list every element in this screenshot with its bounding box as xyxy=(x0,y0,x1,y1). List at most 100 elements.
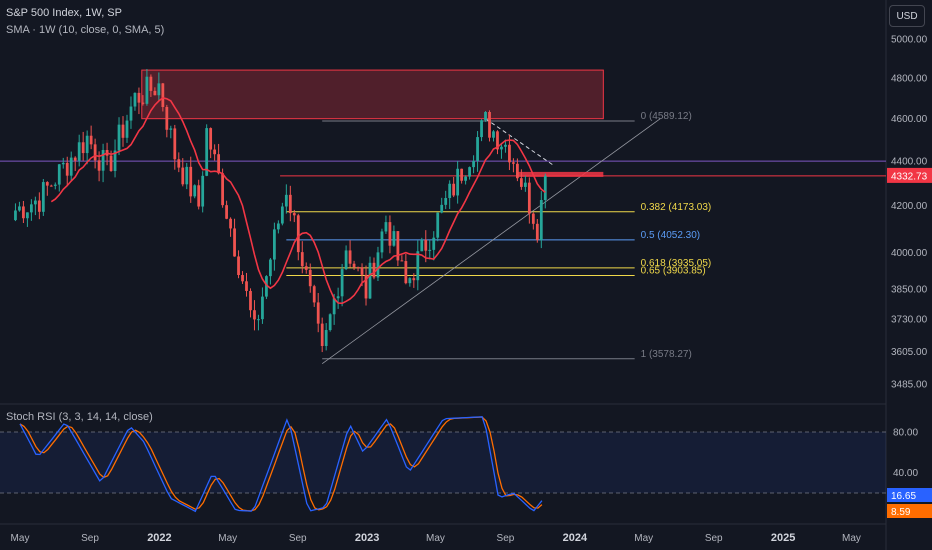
candle xyxy=(288,194,292,214)
candle xyxy=(508,144,511,163)
candle xyxy=(101,150,105,171)
candle xyxy=(280,206,284,224)
current-price-label: 4332.73 xyxy=(891,171,928,182)
candle xyxy=(416,251,420,281)
price-tick-label: 3730.00 xyxy=(891,315,928,326)
candle xyxy=(420,239,424,252)
candle xyxy=(543,175,547,200)
chart-title: S&P 500 Index, 1W, SP xyxy=(6,7,122,19)
candle xyxy=(388,222,392,246)
candle xyxy=(209,128,213,150)
candle xyxy=(400,260,404,262)
price-tick-label: 3605.00 xyxy=(891,347,928,358)
candle xyxy=(117,124,121,151)
price-tick-label: 5000.00 xyxy=(891,35,928,46)
currency-button[interactable]: USD xyxy=(889,5,925,27)
stoch-band xyxy=(0,432,886,493)
stoch-tick-label: 80.00 xyxy=(893,428,918,439)
candle xyxy=(296,215,300,253)
candle xyxy=(129,106,133,121)
candle xyxy=(221,173,224,206)
candle xyxy=(73,157,77,161)
time-axis-label: Sep xyxy=(497,533,515,544)
candle xyxy=(368,262,372,299)
candle xyxy=(404,261,408,284)
candle xyxy=(304,266,308,270)
time-axis-label: 2025 xyxy=(771,532,795,544)
candle xyxy=(153,90,157,96)
candle xyxy=(133,92,137,107)
candle xyxy=(253,310,256,320)
time-axis-label: May xyxy=(634,533,653,544)
candle xyxy=(109,155,113,171)
candle xyxy=(412,278,416,281)
time-axis-label: May xyxy=(11,533,30,544)
current-price-badge xyxy=(887,167,932,183)
candle xyxy=(185,166,189,185)
candle xyxy=(504,144,507,147)
candle xyxy=(324,330,328,347)
candle xyxy=(77,142,81,161)
candle xyxy=(141,102,145,104)
candle xyxy=(261,296,264,320)
candle xyxy=(348,250,352,264)
price-tick-label: 4600.00 xyxy=(891,114,928,125)
price-tick-label: 4800.00 xyxy=(891,74,928,85)
candle xyxy=(352,263,356,268)
candle xyxy=(456,168,460,196)
fib-label: 0.618 (3935.05) xyxy=(641,258,712,269)
candle xyxy=(177,159,181,168)
candle xyxy=(65,162,69,176)
candle xyxy=(249,290,252,311)
candle xyxy=(519,178,523,187)
stoch-d-value: 8.59 xyxy=(891,507,911,518)
time-axis-label: May xyxy=(426,533,445,544)
fib-label: 0.5 (4052.30) xyxy=(641,230,701,241)
fib-label: 0.65 (3903.85) xyxy=(641,266,706,277)
candle xyxy=(225,205,228,219)
candle xyxy=(53,184,57,186)
price-tick-label: 4200.00 xyxy=(891,201,928,212)
candle xyxy=(308,269,312,287)
candle xyxy=(292,213,296,216)
candle xyxy=(539,199,543,241)
candle xyxy=(531,213,535,224)
candle xyxy=(157,83,161,96)
candle xyxy=(173,128,177,160)
candle xyxy=(432,237,436,250)
candle xyxy=(364,274,368,299)
candle xyxy=(436,212,440,238)
candle xyxy=(145,76,149,104)
stoch-k-badge xyxy=(887,488,932,502)
candle xyxy=(14,210,17,221)
candle xyxy=(460,168,464,181)
candle xyxy=(149,76,153,91)
candle xyxy=(89,135,93,145)
candle xyxy=(57,164,61,185)
candle xyxy=(49,185,53,187)
candle xyxy=(37,200,41,212)
candle xyxy=(468,167,471,177)
candle xyxy=(336,296,340,299)
candle xyxy=(380,231,384,253)
candle xyxy=(376,252,380,278)
candle xyxy=(320,323,324,347)
time-axis-label: 2024 xyxy=(563,532,588,544)
candle xyxy=(340,269,344,297)
time-axis-label: May xyxy=(218,533,237,544)
stoch-k-value: 16.65 xyxy=(891,491,916,502)
candle xyxy=(237,256,240,276)
candle xyxy=(205,128,209,176)
candle xyxy=(18,206,21,211)
candle xyxy=(169,128,173,130)
candle xyxy=(69,157,73,176)
candle xyxy=(97,160,101,171)
candle xyxy=(93,144,97,161)
candle xyxy=(396,231,400,261)
candle xyxy=(312,286,316,303)
candle xyxy=(408,278,412,284)
candle xyxy=(213,149,217,155)
price-tick-label: 3850.00 xyxy=(891,284,928,295)
candle xyxy=(384,222,388,232)
